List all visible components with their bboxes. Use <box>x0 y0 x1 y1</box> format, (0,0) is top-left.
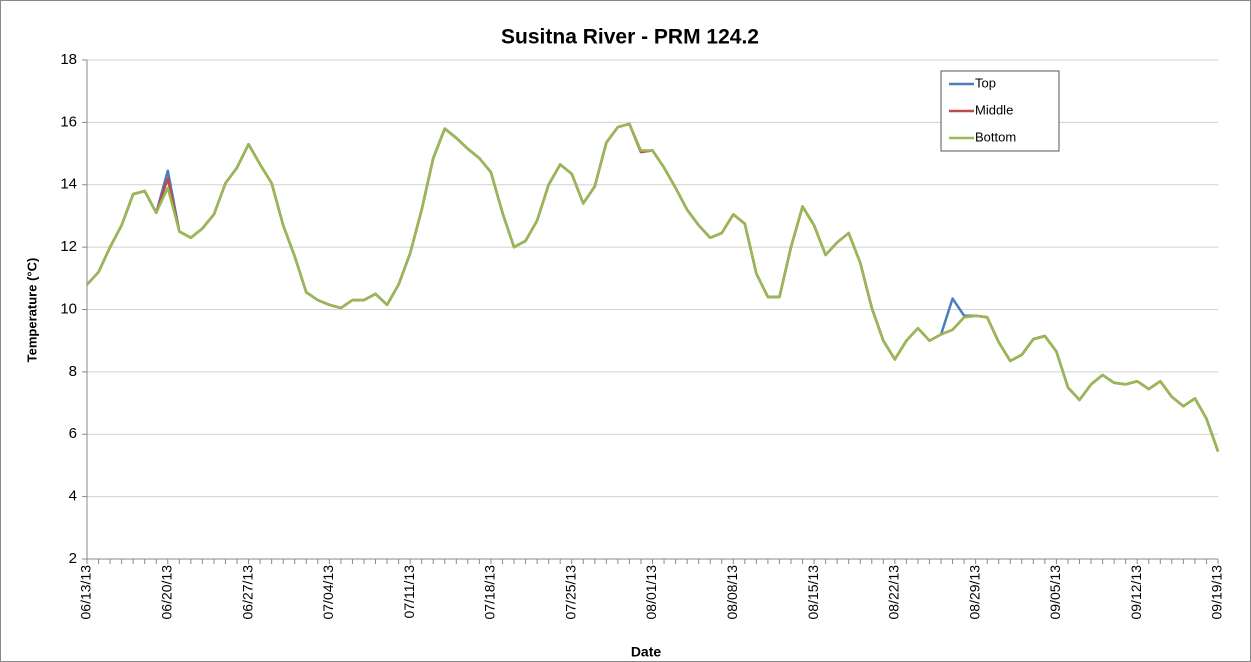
x-tick-label: 09/12/13 <box>1128 565 1144 620</box>
legend-label: Top <box>975 75 996 90</box>
x-tick-label: 07/18/13 <box>482 565 498 620</box>
series-line <box>86 122 1220 452</box>
y-tick-label: 12 <box>60 238 77 255</box>
y-tick-label: 14 <box>60 176 77 193</box>
x-axis-label: Date <box>631 644 662 660</box>
y-tick-label: 6 <box>69 425 77 442</box>
x-tick-label: 07/25/13 <box>562 565 578 620</box>
x-tick-label: 08/08/13 <box>724 565 740 620</box>
y-tick-label: 2 <box>69 550 77 567</box>
legend-label: Middle <box>975 102 1013 117</box>
y-tick-label: 18 <box>60 51 77 68</box>
chart-title: Susitna River - PRM 124.2 <box>501 26 759 49</box>
y-tick-label: 8 <box>69 363 77 380</box>
x-tick-label: 08/29/13 <box>966 565 982 620</box>
x-tick-label: 08/22/13 <box>886 565 902 620</box>
y-tick-label: 4 <box>69 488 77 505</box>
x-tick-label: 06/13/13 <box>78 565 94 620</box>
y-axis-label: Temperature (°C) <box>24 258 39 363</box>
x-tick-label: 06/27/13 <box>239 565 255 620</box>
y-tick-label: 10 <box>60 300 77 317</box>
x-tick-label: 07/04/13 <box>320 565 336 620</box>
y-tick-label: 16 <box>60 113 77 130</box>
x-tick-label: 06/20/13 <box>158 565 174 620</box>
x-tick-label: 09/19/13 <box>1209 565 1225 620</box>
x-tick-label: 08/15/13 <box>805 565 821 620</box>
x-tick-label: 07/11/13 <box>401 565 417 619</box>
x-tick-label: 08/01/13 <box>643 565 659 620</box>
x-tick-label: 09/05/13 <box>1047 565 1063 620</box>
legend-label: Bottom <box>975 129 1016 144</box>
